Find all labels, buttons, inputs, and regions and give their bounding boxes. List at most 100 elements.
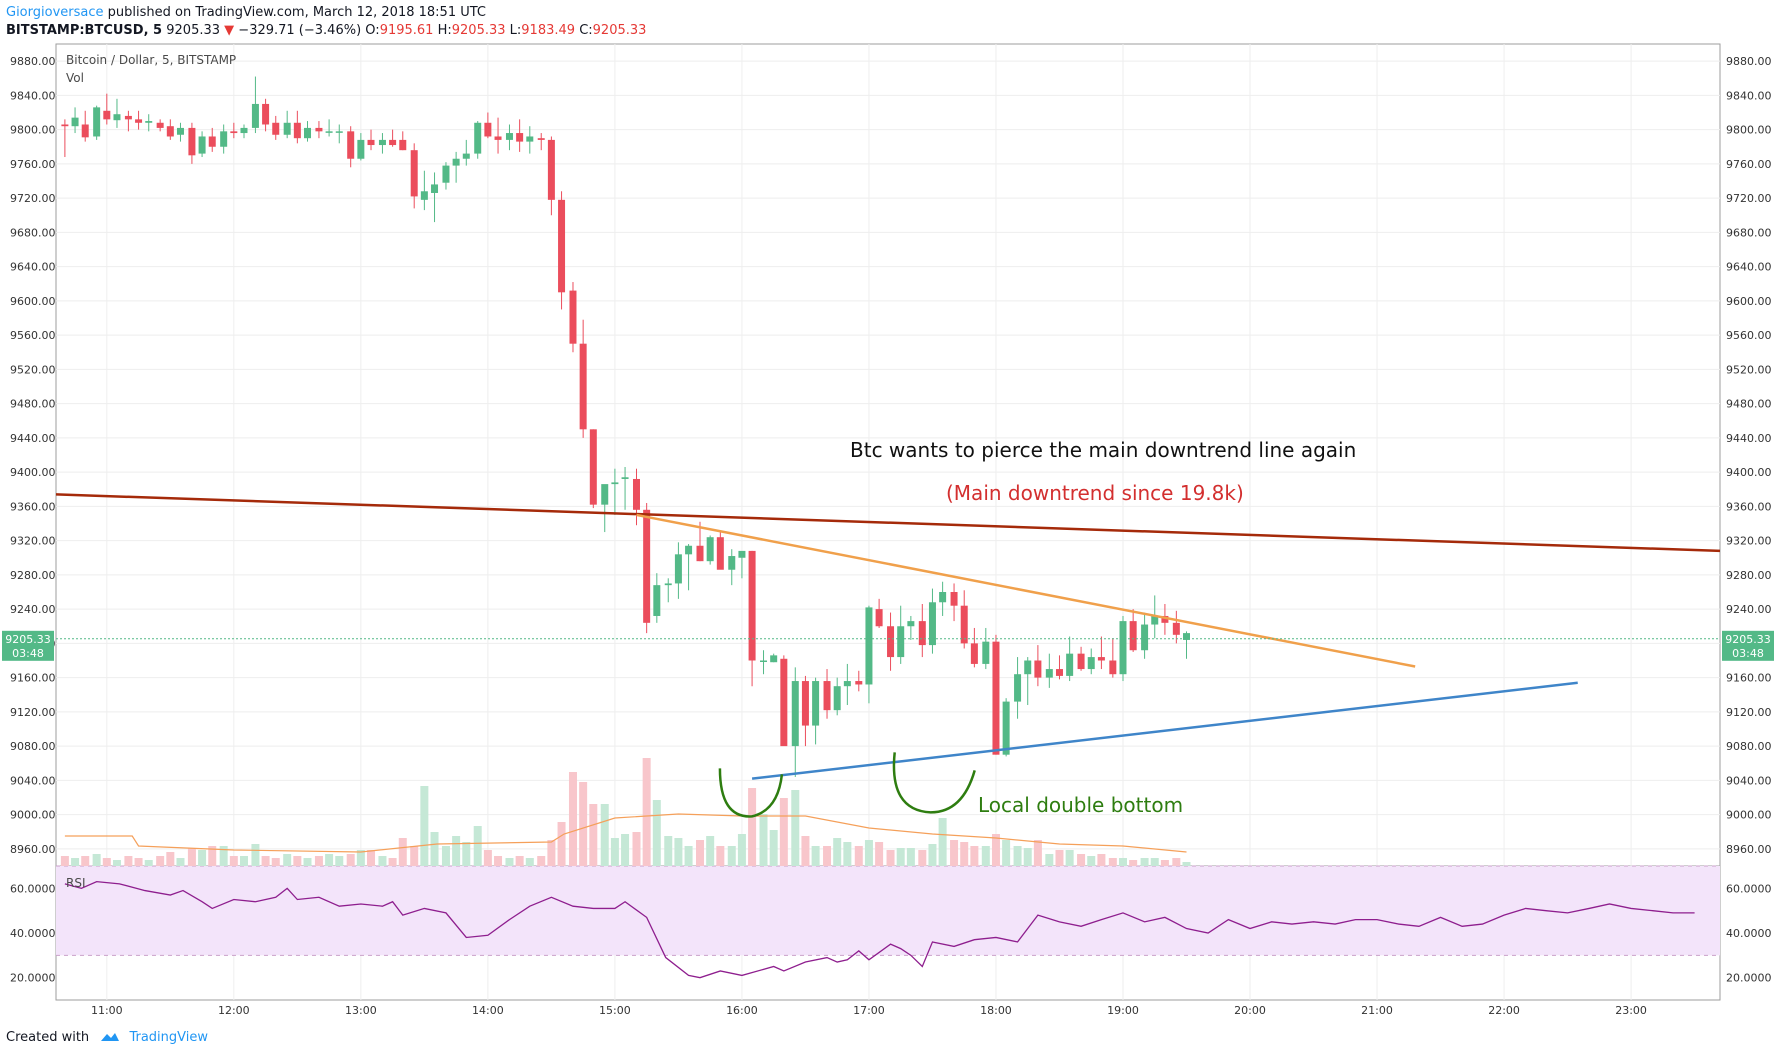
x-tick-label: 14:00 — [472, 1004, 504, 1017]
volume-bar — [198, 850, 207, 866]
candle — [875, 598, 883, 628]
volume-ma — [64, 813, 1187, 853]
candle — [738, 550, 746, 579]
candle-body — [283, 122, 291, 135]
last-price-tag-right — [1722, 630, 1774, 661]
y-tick-label-left: 9440.00 — [10, 432, 56, 445]
candle-body — [1066, 653, 1074, 676]
trendlines[interactable] — [55, 493, 1721, 780]
candle — [526, 126, 534, 154]
annotation-sub: (Main downtrend since 19.8k) — [946, 481, 1244, 505]
y-tick-label-right: 9080.00 — [1726, 740, 1772, 753]
candle-body — [939, 592, 947, 603]
candle-body — [611, 482, 619, 485]
y-tick-label-right: 9760.00 — [1726, 158, 1772, 171]
volume-bar — [886, 850, 895, 866]
candle — [71, 107, 79, 134]
y-tick-label-right: 9400.00 — [1726, 466, 1772, 479]
down-arrow-icon: ▼ — [224, 23, 235, 38]
candle — [516, 119, 524, 152]
candle-body — [378, 139, 386, 146]
low-label: L: — [509, 23, 522, 38]
candle — [887, 612, 895, 671]
volume-bar — [600, 804, 609, 866]
rsi-line — [64, 880, 1695, 979]
volume-bar — [801, 836, 810, 866]
candle-body — [399, 139, 407, 151]
candle-body — [1172, 622, 1180, 635]
high-label: H: — [437, 23, 452, 38]
candle — [569, 282, 577, 353]
volume-bar — [398, 838, 407, 866]
candle-body — [367, 139, 375, 146]
candle — [1141, 612, 1149, 659]
candle — [357, 133, 365, 161]
candle — [950, 583, 958, 622]
volume-bar — [1002, 840, 1011, 866]
candle-body — [1002, 701, 1010, 755]
volume-bar — [1172, 858, 1181, 866]
candle — [103, 93, 111, 125]
y-tick-label-left: 9680.00 — [10, 226, 56, 239]
volume-bar — [589, 804, 598, 866]
candle-body — [230, 131, 238, 134]
volume-bar — [854, 846, 863, 866]
candle — [928, 588, 936, 654]
candle — [1014, 657, 1022, 719]
y-tick-label-left: 9880.00 — [10, 55, 56, 68]
candle — [1172, 610, 1180, 644]
candle-body — [843, 681, 851, 687]
y-tick-label-left: 9360.00 — [10, 500, 56, 513]
candle-body — [1151, 615, 1159, 625]
candle — [1087, 648, 1095, 675]
candle — [399, 131, 407, 151]
y-tick-label-right: 9240.00 — [1726, 603, 1772, 616]
volume-bar — [716, 846, 725, 866]
y-tick-label-right: 9880.00 — [1726, 55, 1772, 68]
volume-bar — [219, 846, 228, 866]
volume-bar — [1023, 848, 1032, 866]
candle-body — [982, 641, 990, 664]
author-link[interactable]: Giorgioversace — [6, 5, 104, 20]
y-tick-label-right: 9560.00 — [1726, 329, 1772, 342]
candle — [1097, 636, 1105, 670]
candle — [283, 110, 291, 139]
candle-body — [462, 153, 470, 159]
volume-bar — [388, 858, 397, 866]
candle-body — [823, 681, 831, 711]
candle — [93, 105, 101, 140]
volume-bar — [652, 800, 661, 866]
high-value: 9205.33 — [451, 23, 506, 38]
annotations — [718, 752, 976, 818]
volume-bar — [537, 856, 546, 866]
volume-bar — [1033, 840, 1042, 866]
candle — [791, 667, 799, 777]
candle-body — [621, 477, 629, 479]
candle — [61, 119, 69, 158]
candle-body — [220, 131, 228, 147]
candle-body — [81, 124, 89, 138]
last-price: 9205.33 — [166, 23, 221, 38]
y-tick-label-right: 9800.00 — [1726, 124, 1772, 137]
volume-bar — [1182, 862, 1191, 866]
candle — [1045, 653, 1053, 688]
candle-body — [156, 122, 164, 128]
tradingview-brand-link[interactable]: TradingView — [129, 1030, 208, 1045]
x-tick-label: 20:00 — [1234, 1004, 1266, 1017]
volume-bar — [906, 848, 915, 866]
volume-bar — [144, 860, 153, 866]
y-tick-label-right: 9720.00 — [1726, 192, 1772, 205]
candle — [1119, 615, 1127, 682]
volume-bar — [483, 850, 492, 866]
candle-body — [494, 136, 502, 140]
candle-body — [452, 158, 460, 166]
y-tick-label-right: 9440.00 — [1726, 432, 1772, 445]
candle-body — [272, 122, 280, 135]
volume-bar — [441, 846, 450, 866]
volume-bar — [1118, 858, 1127, 866]
candle — [939, 581, 947, 616]
y-tick-label-right: 9320.00 — [1726, 535, 1772, 548]
candle — [304, 121, 312, 142]
volume-bar — [1013, 846, 1022, 866]
